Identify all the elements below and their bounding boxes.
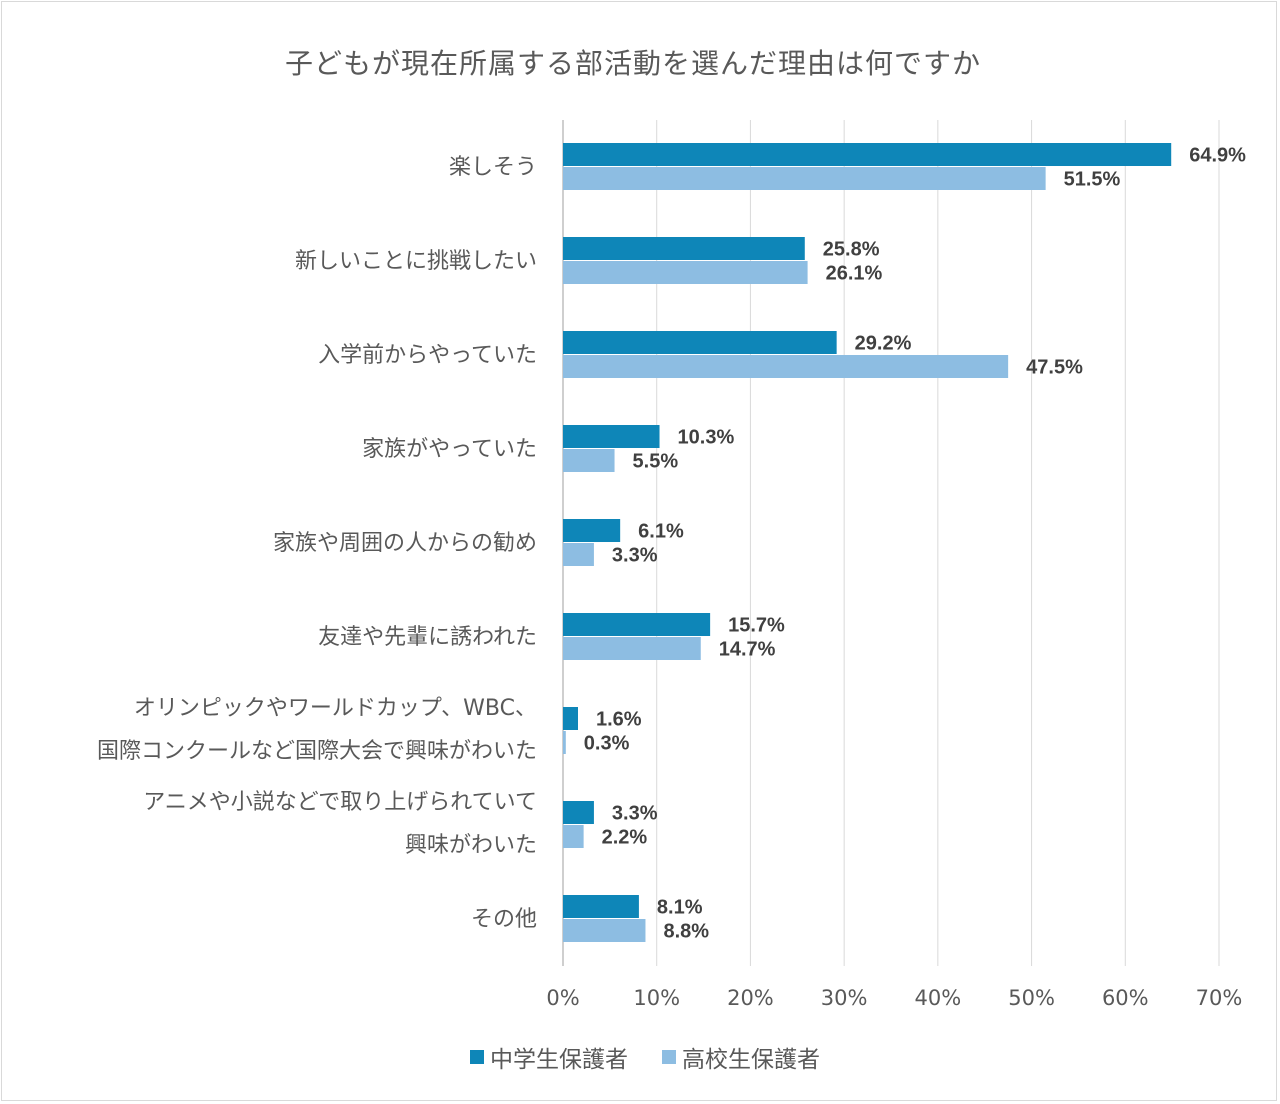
- category-label: 家族や周囲の人からの勧め: [273, 531, 537, 556]
- data-label: 5.5%: [633, 451, 679, 473]
- legend: 中学生保護者 高校生保護者: [0, 1040, 1280, 1074]
- data-label: 3.3%: [612, 803, 658, 825]
- data-label: 25.8%: [823, 239, 880, 261]
- x-tick-label: 0%: [546, 986, 579, 1010]
- legend-swatch: [470, 1050, 484, 1064]
- data-label: 1.6%: [596, 709, 642, 731]
- legend-swatch: [662, 1050, 676, 1064]
- x-tick-label: 30%: [821, 986, 868, 1010]
- legend-item-junior-high: 中学生保護者: [470, 1040, 628, 1074]
- bar-junior-high: [563, 707, 578, 730]
- data-label: 6.1%: [638, 521, 684, 543]
- data-label: 51.5%: [1064, 169, 1121, 191]
- data-label: 14.7%: [719, 639, 776, 661]
- category-label: 国際コンクールなど国際大会で興味がわいた: [97, 739, 537, 764]
- bar-high-school: [563, 167, 1046, 190]
- category-label: 入学前からやっていた: [318, 343, 537, 368]
- x-tick-label: 60%: [1102, 986, 1149, 1010]
- category-label: 興味がわいた: [405, 833, 537, 858]
- bar-high-school: [563, 543, 594, 566]
- legend-item-high-school: 高校生保護者: [662, 1040, 820, 1074]
- data-label: 8.1%: [657, 897, 703, 919]
- category-label: 友達や先輩に誘われた: [318, 625, 537, 650]
- chart-title: 子どもが現在所属する部活動を選んだ理由は何ですか: [284, 47, 981, 80]
- legend-label: 中学生保護者: [490, 1047, 628, 1073]
- bar-junior-high: [563, 331, 837, 354]
- x-tick-label: 50%: [1008, 986, 1055, 1010]
- category-label: その他: [471, 907, 537, 932]
- category-label: 新しいことに挑戦したい: [295, 249, 537, 274]
- category-label: 家族がやっていた: [362, 437, 537, 462]
- data-label: 10.3%: [678, 427, 735, 449]
- data-label: 26.1%: [826, 263, 883, 285]
- category-label: オリンピックやワールドカップ、WBC、: [134, 696, 537, 721]
- category-label: アニメや小説などで取り上げられていて: [143, 790, 537, 815]
- data-label: 0.3%: [584, 733, 630, 755]
- bar-high-school: [563, 919, 646, 942]
- data-label: 29.2%: [855, 333, 912, 355]
- data-label: 64.9%: [1189, 145, 1246, 167]
- data-label: 2.2%: [602, 827, 648, 849]
- x-tick-label: 10%: [633, 986, 680, 1010]
- bar-junior-high: [563, 237, 805, 260]
- bar-junior-high: [563, 613, 711, 636]
- x-tick-label: 40%: [915, 986, 962, 1010]
- bar-junior-high: [563, 425, 660, 448]
- legend-label: 高校生保護者: [682, 1047, 820, 1073]
- bar-junior-high: [563, 895, 639, 918]
- bar-high-school: [563, 825, 584, 848]
- data-label: 3.3%: [612, 545, 658, 567]
- bar-high-school: [563, 449, 615, 472]
- bar-high-school: [563, 261, 808, 284]
- bar-high-school: [563, 355, 1009, 378]
- category-label: 楽しそう: [449, 155, 537, 180]
- bar-high-school: [563, 731, 566, 754]
- bar-junior-high: [563, 143, 1172, 166]
- data-label: 15.7%: [728, 615, 785, 637]
- x-tick-label: 70%: [1196, 986, 1243, 1010]
- bar-junior-high: [563, 519, 621, 542]
- data-label: 8.8%: [663, 921, 709, 943]
- bar-high-school: [563, 637, 701, 660]
- x-tick-label: 20%: [727, 986, 774, 1010]
- data-label: 47.5%: [1026, 357, 1083, 379]
- bar-junior-high: [563, 801, 594, 824]
